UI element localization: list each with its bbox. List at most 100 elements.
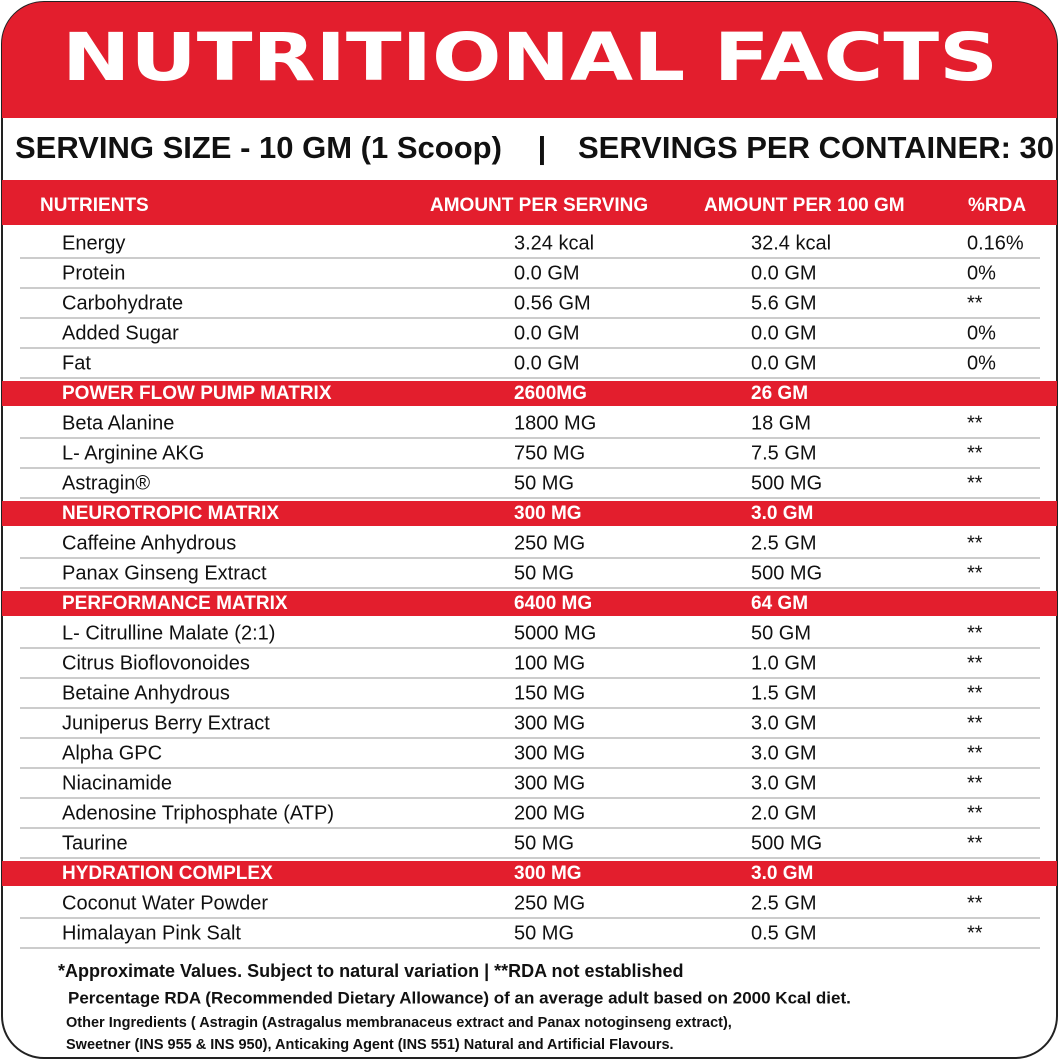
footnote: Other Ingredients ( Astragin (Astragalus…: [66, 1015, 732, 1031]
row-cell: Himalayan Pink Salt: [62, 922, 241, 944]
row-cell: Added Sugar: [62, 322, 179, 344]
row-cell: 50 GM: [751, 622, 811, 644]
serving-size: SERVING SIZE - 10 GM (1 Scoop): [15, 130, 502, 165]
row-cell: 300 MG: [514, 772, 585, 794]
row-cell: 200 MG: [514, 802, 585, 824]
row-cell: **: [967, 832, 983, 854]
row-cell: L- Citrulline Malate (2:1): [62, 622, 275, 644]
footnote: *Approximate Values. Subject to natural …: [58, 961, 684, 981]
row-cell: 0%: [967, 322, 996, 344]
row-cell: 2.5 GM: [751, 532, 817, 554]
row-cell: 50 MG: [514, 922, 574, 944]
row-cell: **: [967, 712, 983, 734]
table: NUTRIENTS AMOUNT PER SERVING AMOUNT PER 10…: [2, 195, 1057, 1053]
section-cell: POWER FLOW PUMP MATRIX: [62, 383, 332, 404]
row-cell: 0%: [967, 262, 996, 284]
row-cell: 0.0 GM: [751, 322, 817, 344]
row-cell: Citrus Bioflovonoides: [62, 652, 250, 674]
row-cell: 750 MG: [514, 442, 585, 464]
row-cell: 3.0 GM: [751, 742, 817, 764]
row-cell: 0.0 GM: [514, 322, 580, 344]
row-cell: Fat: [62, 352, 91, 374]
row-cell: 3.0 GM: [751, 712, 817, 734]
row-cell: **: [967, 472, 983, 494]
row-cell: 500 MG: [751, 832, 822, 854]
section-band: [2, 591, 1057, 616]
row-cell: 5000 MG: [514, 622, 596, 644]
row-cell: 0.0 GM: [514, 352, 580, 374]
row-cell: Adenosine Triphosphate (ATP): [62, 802, 334, 824]
row-cell: Panax Ginseng Extract: [62, 562, 267, 584]
section-cell: 3.0 GM: [751, 863, 813, 884]
row-cell: Alpha GPC: [62, 742, 162, 764]
row-cell: 250 MG: [514, 892, 585, 914]
column-header: %RDA: [968, 195, 1026, 216]
section-cell: PERFORMANCE MATRIX: [62, 593, 288, 614]
row-cell: **: [967, 772, 983, 794]
row-cell: 100 MG: [514, 652, 585, 674]
row-cell: Caffeine Anhydrous: [62, 532, 236, 554]
section-cell: 3.0 GM: [751, 503, 813, 524]
row-cell: 7.5 GM: [751, 442, 817, 464]
section-cell: NEUROTROPIC MATRIX: [62, 503, 279, 524]
column-header: AMOUNT PER 100 GM: [704, 195, 905, 216]
row-cell: **: [967, 892, 983, 914]
column-header-band: [2, 180, 1057, 225]
row-cell: **: [967, 532, 983, 554]
section-cell: 300 MG: [514, 863, 582, 884]
row-cell: 3.24 kcal: [514, 232, 594, 254]
row-cell: 5.6 GM: [751, 292, 817, 314]
row-cell: **: [967, 802, 983, 824]
row-cell: Protein: [62, 262, 125, 284]
row-cell: 0.0 GM: [751, 262, 817, 284]
row-cell: **: [967, 622, 983, 644]
row-cell: **: [967, 652, 983, 674]
row-cell: 0.0 GM: [751, 352, 817, 374]
row-cell: 1.0 GM: [751, 652, 817, 674]
row-cell: L- Arginine AKG: [62, 442, 204, 464]
section-band: [2, 381, 1057, 406]
row-cell: 0.5 GM: [751, 922, 817, 944]
row-cell: Betaine Anhydrous: [62, 682, 230, 704]
row-cell: 32.4 kcal: [751, 232, 831, 254]
row-cell: 250 MG: [514, 532, 585, 554]
row-cell: Taurine: [62, 832, 128, 854]
section-cell: 6400 MG: [514, 593, 592, 614]
section-band: [2, 501, 1057, 526]
row-cell: 500 MG: [751, 562, 822, 584]
footnote: Percentage RDA (Recommended Dietary Allo…: [68, 988, 851, 1007]
row-cell: Juniperus Berry Extract: [62, 712, 270, 734]
row-cell: **: [967, 412, 983, 434]
row-cell: 300 MG: [514, 712, 585, 734]
row-cell: 1.5 GM: [751, 682, 817, 704]
row-cell: 50 MG: [514, 832, 574, 854]
section-cell: 300 MG: [514, 503, 582, 524]
row-cell: 2.5 GM: [751, 892, 817, 914]
row-cell: 1800 MG: [514, 412, 596, 434]
footnote: Sweetner (INS 955 & INS 950), Anticaking…: [66, 1037, 674, 1053]
row-cell: 300 MG: [514, 742, 585, 764]
separator: |: [538, 130, 547, 165]
row-cell: Niacinamide: [62, 772, 172, 794]
row-cell: Carbohydrate: [62, 292, 183, 314]
row-cell: 18 GM: [751, 412, 811, 434]
section-cell: HYDRATION COMPLEX: [62, 863, 273, 884]
servings-per-container: SERVINGS PER CONTAINER: 30: [578, 130, 1054, 165]
row-cell: Energy: [62, 232, 125, 254]
row-cell: Astragin®: [62, 472, 150, 494]
row-cell: 0%: [967, 352, 996, 374]
row-cell: 50 MG: [514, 472, 574, 494]
section-cell: 2600MG: [514, 383, 587, 404]
section-cell: 26 GM: [751, 383, 808, 404]
row-cell: **: [967, 922, 983, 944]
row-cell: 0.56 GM: [514, 292, 591, 314]
title-band: [2, 2, 1057, 118]
row-cell: 500 MG: [751, 472, 822, 494]
row-cell: 3.0 GM: [751, 772, 817, 794]
row-cell: 2.0 GM: [751, 802, 817, 824]
row-cell: Beta Alanine: [62, 412, 174, 434]
row-cell: 0.0 GM: [514, 262, 580, 284]
title: NUTRITIONAL FACTS: [62, 19, 998, 96]
row-cell: **: [967, 292, 983, 314]
